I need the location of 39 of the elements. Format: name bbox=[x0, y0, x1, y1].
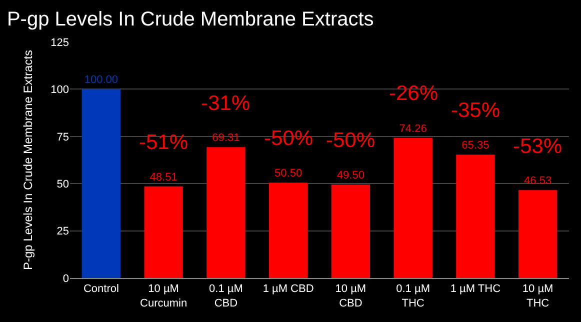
annotation: -50% bbox=[264, 127, 314, 150]
data-label: 46.53 bbox=[524, 175, 552, 188]
y-tick-label: 50 bbox=[56, 178, 69, 190]
x-tick-label: 0.1 µM CBD bbox=[209, 283, 243, 310]
x-tick-label: 10 µM Curcumin bbox=[140, 283, 188, 310]
data-label: 69.31 bbox=[212, 132, 240, 144]
y-tick-label: 0 bbox=[62, 272, 69, 285]
y-tick-label: 25 bbox=[56, 226, 69, 238]
data-label: 65.35 bbox=[462, 140, 490, 152]
bar bbox=[518, 190, 558, 278]
x-tick-label: 1 µM CBD bbox=[262, 283, 314, 296]
annotation: -50% bbox=[326, 129, 376, 152]
y-tick-label: 75 bbox=[56, 131, 69, 144]
bar bbox=[268, 182, 308, 278]
x-tick-label: 1 µM THC bbox=[450, 283, 501, 296]
bar bbox=[144, 186, 183, 278]
bar bbox=[394, 138, 432, 278]
annotation: -35% bbox=[451, 99, 500, 122]
annotation: -53% bbox=[513, 135, 562, 158]
chart-title: P-gp Levels In Crude Membrane Extracts bbox=[6, 8, 374, 30]
data-label: 100.00 bbox=[84, 74, 118, 86]
annotation: -31% bbox=[201, 92, 250, 115]
x-tick-label: 10 µM THC bbox=[522, 283, 554, 310]
x-tick-label: 10 µM CBD bbox=[335, 283, 366, 310]
bar bbox=[82, 89, 121, 278]
x-tick-label: 0.1 µM THC bbox=[396, 283, 430, 310]
annotation: -51% bbox=[139, 131, 188, 154]
data-label: 49.50 bbox=[336, 170, 364, 182]
annotation: -26% bbox=[389, 82, 438, 105]
x-tick-label: Control bbox=[83, 283, 119, 296]
bar bbox=[456, 154, 495, 278]
data-label: 48.51 bbox=[150, 171, 178, 184]
data-label: 74.26 bbox=[399, 122, 427, 135]
bar bbox=[331, 184, 370, 278]
y-tick-label: 100 bbox=[50, 84, 69, 96]
y-tick-label: 125 bbox=[50, 36, 69, 49]
y-axis-title: P-gp Levels In Crude Membrane Extracts bbox=[20, 50, 35, 270]
data-label: 50.50 bbox=[274, 168, 302, 180]
bar bbox=[206, 147, 246, 278]
